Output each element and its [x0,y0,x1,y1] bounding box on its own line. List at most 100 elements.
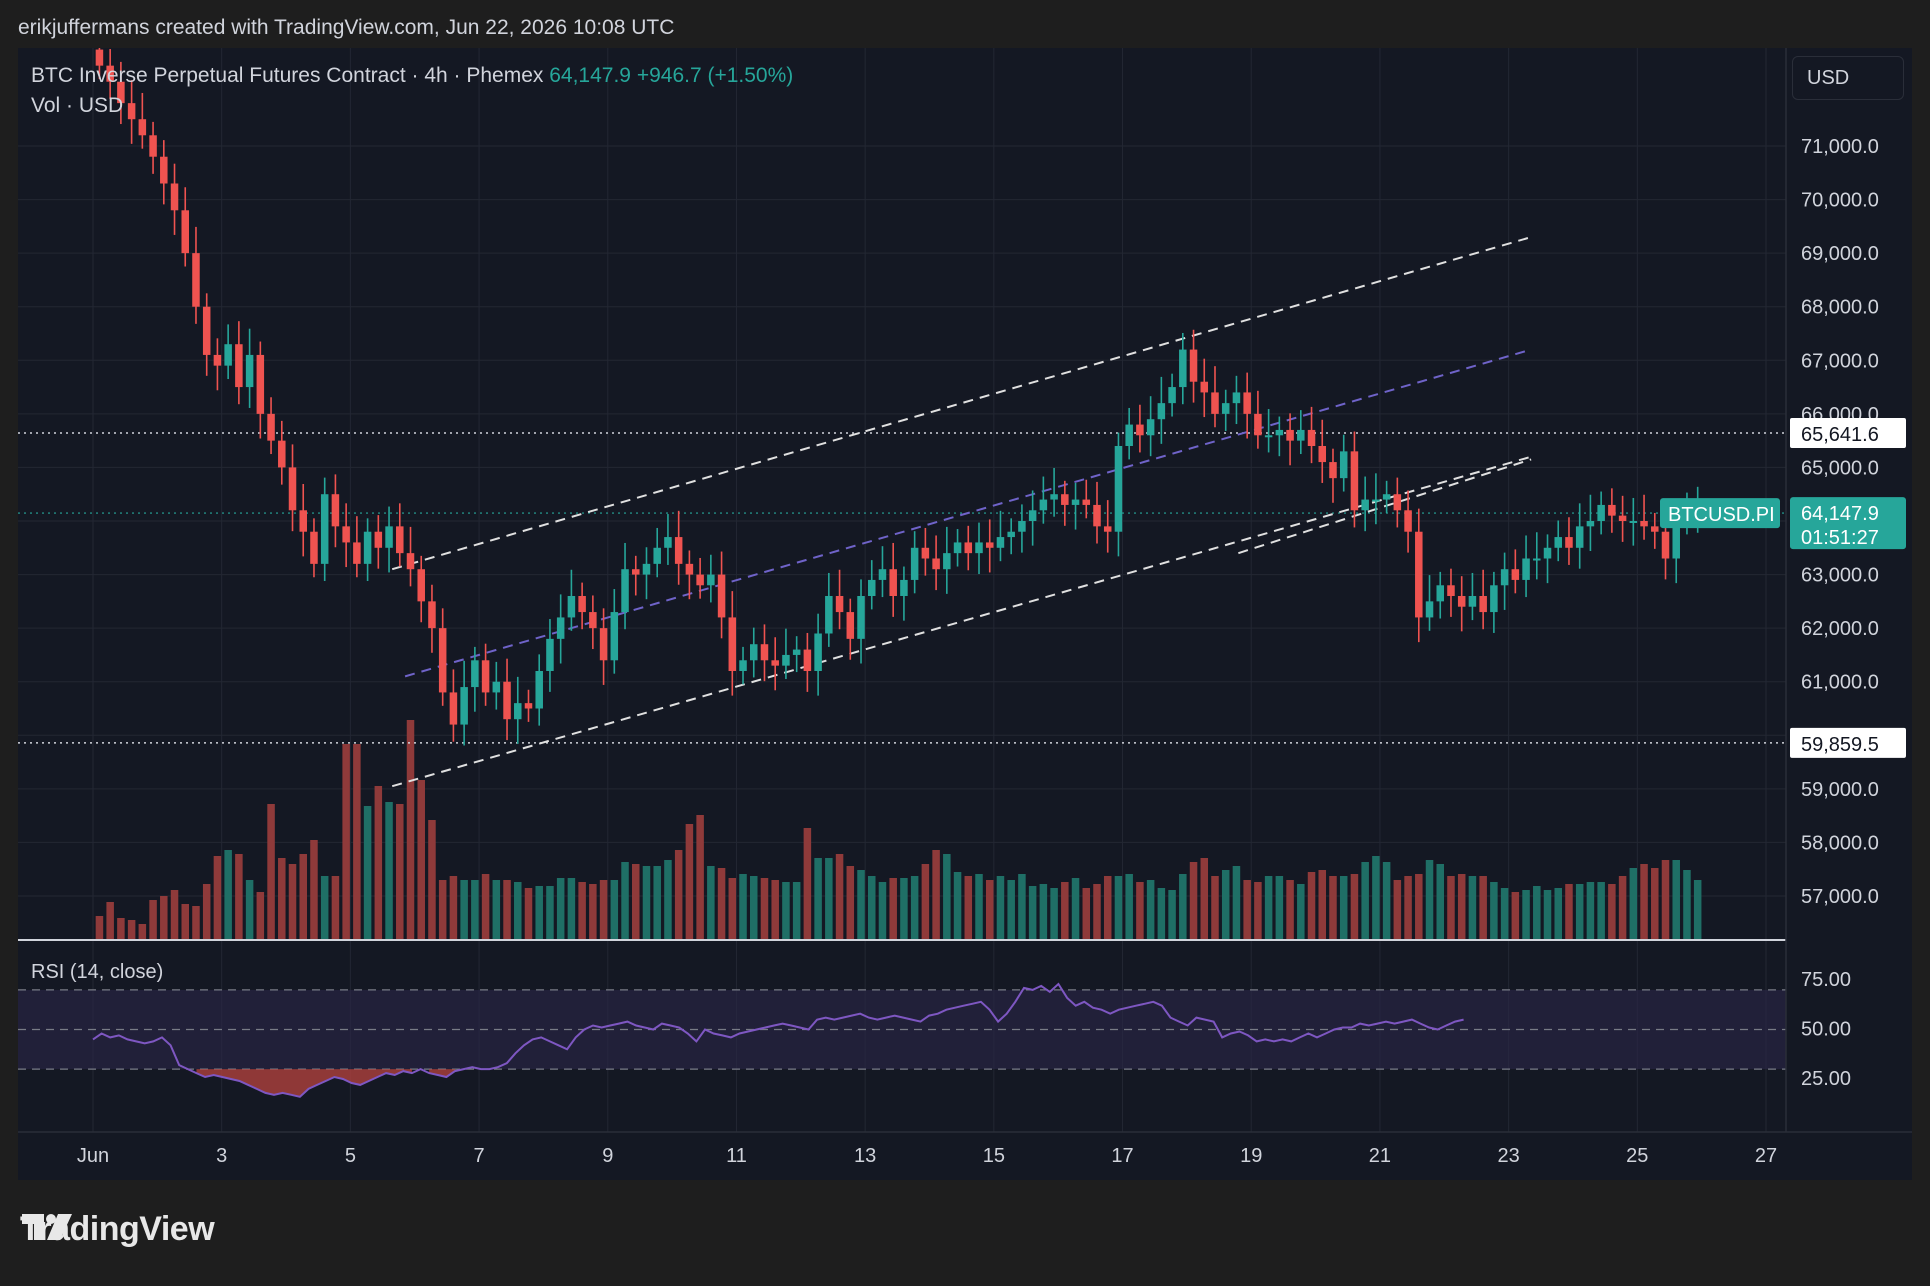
volume-bar [95,916,104,940]
candle-body [106,65,114,82]
chart-container[interactable]: 57,000.058,000.059,000.060,000.061,000.0… [18,48,1912,1180]
candle-body [1586,521,1595,527]
volume-bar [342,744,350,940]
candle-body [310,531,318,564]
candle-body [256,354,265,414]
volume-bar [396,804,404,940]
symbol-title: BTC Inverse Perpetual Futures Contract ·… [31,64,544,87]
candle-body [363,531,372,564]
volume-bar [1028,886,1037,940]
candle-body [610,612,619,661]
volume-bar [1189,862,1198,940]
volume-bar [1264,876,1273,940]
candle-body [900,579,908,596]
candle-body [1522,558,1530,580]
candle-body [632,569,640,575]
candle-body [1404,510,1412,532]
candle-body [127,103,136,120]
candle-body [213,354,222,366]
volume-bar [1350,874,1359,940]
tradingview-logo-icon [22,1214,72,1240]
candle-body [1318,446,1327,463]
channel-upper-line [391,236,1532,571]
candle-body [642,563,651,575]
candle-body [1382,494,1391,500]
candle-body [1361,499,1369,511]
candle-body [299,510,307,532]
volume-bar [1404,876,1412,940]
candle-body [278,440,286,468]
volume-bar [1307,872,1316,940]
volume-bar [1693,880,1702,940]
volume-bar [1683,870,1691,940]
price-tick-label: 65,000.0 [1801,457,1879,479]
symbol-tag-label: BTCUSD.PI [1668,504,1775,526]
volume-bar [1093,884,1101,940]
price-tick-label: 71,000.0 [1801,136,1879,158]
candle-body [1264,435,1273,438]
volume-bar [857,870,865,940]
candle-body [288,467,297,511]
volume-bar [535,886,543,940]
volume-bar [1554,888,1562,940]
candle-body [1468,596,1477,607]
candle-body [707,574,715,586]
candle-body [1618,515,1627,521]
volume-bar [1597,882,1605,940]
volume-bar [1586,882,1595,940]
volume-bar [653,866,661,940]
volume-bar [964,876,973,940]
countdown-label: 01:51:27 [1801,527,1879,549]
volume-bar [1618,876,1627,940]
candle-body [1415,531,1423,618]
candle-body [267,413,275,441]
volume-bar [1103,876,1112,940]
candle-body [696,574,704,586]
candle-body [1436,585,1445,602]
candle-body [1307,429,1316,446]
candle-body [1082,499,1091,505]
volume-bar [181,904,190,940]
volume-bar [632,864,640,940]
volume-bar [514,882,522,940]
volume-bar [1447,876,1455,940]
volume-bar [1575,884,1584,940]
candle-body [471,660,479,688]
candle-body [181,210,190,254]
volume-bar [610,880,619,940]
volume-bar [1071,878,1080,940]
volume-bar [1297,884,1305,940]
candle-body [1254,413,1262,436]
candle-body [331,494,340,527]
price-chart[interactable]: 57,000.058,000.059,000.060,000.061,000.0… [18,48,1912,1180]
candle-body [1071,499,1080,505]
currency-button[interactable]: USD [1792,56,1904,100]
candle-body [1018,521,1026,532]
candle-body [1672,521,1680,559]
volume-bar [449,876,458,940]
volume-bar [996,876,1005,940]
candle-body [524,703,533,709]
rsi-legend: RSI (14, close) [31,961,164,983]
candle-body [1243,392,1251,414]
volume-bar [910,876,919,940]
price-tick-label: 69,000.0 [1801,243,1879,265]
volume-bar [975,874,983,940]
volume-bar [481,874,490,940]
volume-bar [406,720,415,940]
candle-body [878,569,887,580]
volume-bar [320,876,329,940]
candle-body [1136,424,1144,436]
channel-lower-line [391,455,1532,788]
volume-bar [117,918,125,940]
candle-body [1575,526,1584,548]
volume-bar [1651,868,1659,940]
candle-body [1479,596,1487,613]
candle-body [192,253,200,307]
volume-bar [985,880,994,940]
level-label-bg [1790,418,1906,449]
candle-body [417,569,425,602]
volume-bar [578,882,586,940]
volume-bar [1082,888,1091,940]
volume-bar [1661,860,1670,940]
